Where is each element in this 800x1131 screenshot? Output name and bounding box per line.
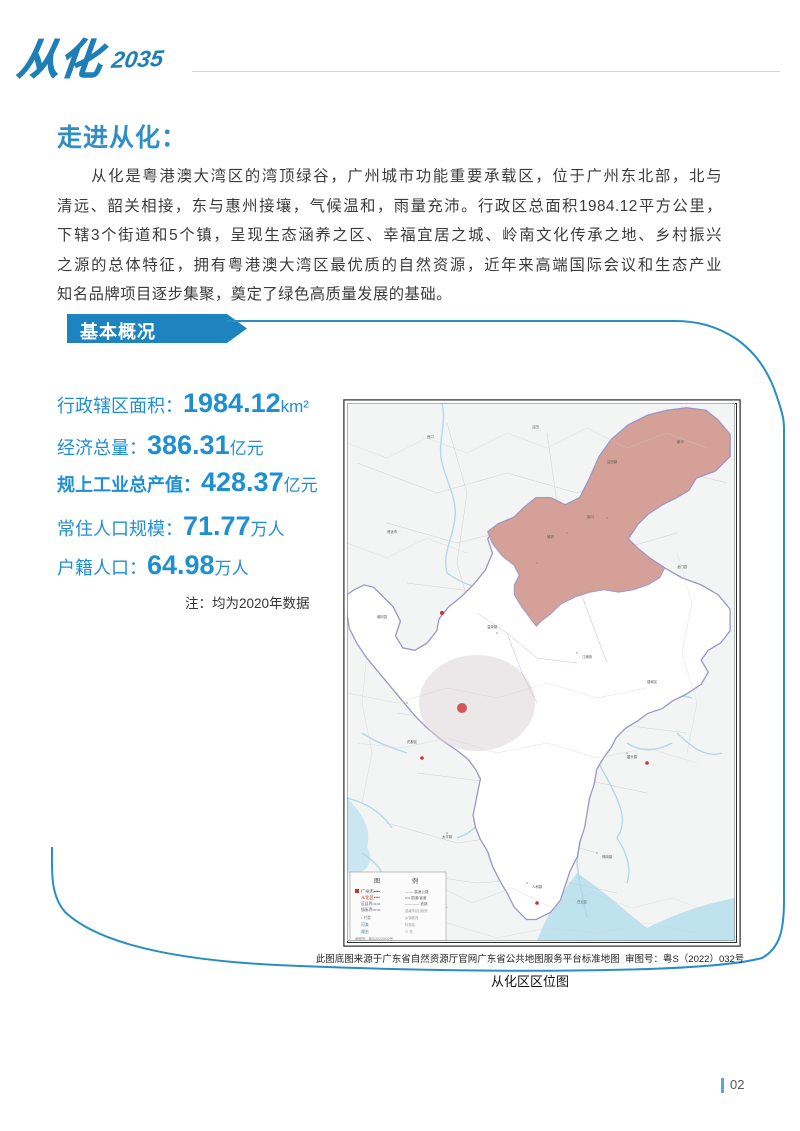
svg-text:⊙ 岛: ⊙ 岛 xyxy=(405,929,413,934)
svg-text:神岗镇: 神岗镇 xyxy=(602,854,613,859)
svg-text:广州市••••: 广州市•••• xyxy=(361,888,380,895)
svg-text:增城区: 增城区 xyxy=(647,679,658,684)
svg-text:花都区: 花都区 xyxy=(407,739,418,744)
svg-text:人和镇: 人和镇 xyxy=(532,884,543,889)
svg-text:―――― 铁路: ―――― 铁路 xyxy=(405,901,428,906)
svg-text:区县界••••••: 区县界•••••• xyxy=(361,901,381,906)
svg-text:白云区: 白云区 xyxy=(577,899,588,904)
svg-text:村委会: 村委会 xyxy=(405,922,416,927)
svg-text:•••• 国道/省道: •••• 国道/省道 xyxy=(405,895,427,900)
svg-text:从化区••••: 从化区•••• xyxy=(361,894,380,901)
svg-text:县级市(区)政府: 县级市(区)政府 xyxy=(405,908,428,913)
svg-text:佛冈县: 佛冈县 xyxy=(377,614,388,619)
svg-text:太平镇: 太平镇 xyxy=(442,834,453,839)
svg-text:街口: 街口 xyxy=(587,514,594,519)
svg-text:吕田: 吕田 xyxy=(532,425,539,429)
svg-text:湖泊: 湖泊 xyxy=(361,929,369,934)
svg-text:清远市: 清远市 xyxy=(387,529,398,534)
svg-text:河流: 河流 xyxy=(361,922,369,927)
svg-text:温泉镇: 温泉镇 xyxy=(487,624,498,629)
svg-text:图: 图 xyxy=(374,878,380,885)
svg-text:龙门县: 龙门县 xyxy=(677,564,688,569)
svg-text:— — 高速公路: — — 高速公路 xyxy=(405,889,429,894)
svg-text:镇街界••••••: 镇街界•••••• xyxy=(361,907,381,912)
svg-text:例: 例 xyxy=(412,877,418,885)
svg-text:良口: 良口 xyxy=(427,434,434,439)
svg-text:城郊: 城郊 xyxy=(547,534,554,539)
svg-text:乡镇政府: 乡镇政府 xyxy=(405,915,419,920)
svg-text:• 村委: • 村委 xyxy=(361,915,371,920)
svg-text:江埔街: 江埔街 xyxy=(582,654,593,659)
svg-text:新丰: 新丰 xyxy=(677,439,684,444)
svg-text:鳌头镇: 鳌头镇 xyxy=(627,754,638,759)
svg-text:吕田镇: 吕田镇 xyxy=(607,459,618,464)
